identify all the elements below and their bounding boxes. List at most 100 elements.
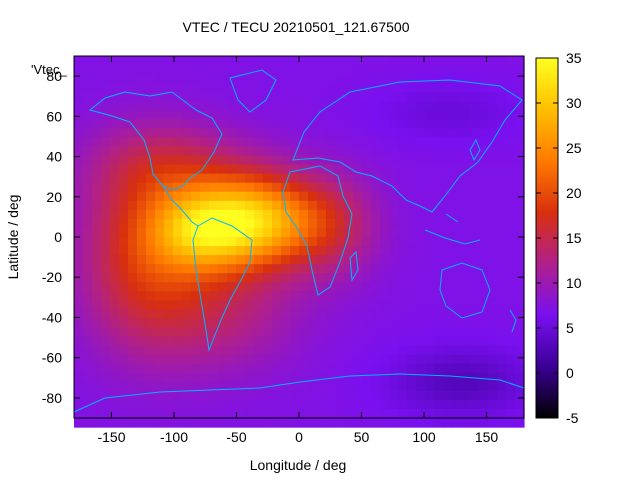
heatmap-cell xyxy=(272,92,282,102)
heatmap-cell xyxy=(299,318,309,329)
heatmap-cell xyxy=(389,137,399,148)
heatmap-cell xyxy=(416,408,426,419)
heatmap-cell xyxy=(479,155,489,166)
heatmap-cell xyxy=(110,237,120,247)
heatmap-cell xyxy=(128,164,138,175)
heatmap-cell xyxy=(398,155,408,166)
heatmap-cell xyxy=(470,273,480,283)
heatmap-cell xyxy=(164,363,174,374)
heatmap-cell xyxy=(425,246,435,256)
heatmap-cell xyxy=(290,363,300,374)
heatmap-cell xyxy=(272,273,282,283)
heatmap-cell xyxy=(137,65,147,75)
heatmap-cell xyxy=(443,309,453,320)
heatmap-cell xyxy=(92,101,102,111)
heatmap-cell xyxy=(254,291,264,301)
heatmap-cell xyxy=(281,246,291,256)
heatmap-cell xyxy=(281,56,291,66)
heatmap-cell xyxy=(515,282,525,292)
heatmap-cell xyxy=(299,101,309,111)
heatmap-cell xyxy=(371,372,381,383)
heatmap-cell xyxy=(470,246,480,256)
heatmap-cell xyxy=(326,418,336,428)
heatmap-cell xyxy=(461,182,471,193)
heatmap-cell xyxy=(335,173,345,184)
heatmap-cell xyxy=(137,399,147,410)
heatmap-cell xyxy=(425,146,435,157)
heatmap-cell xyxy=(470,282,480,292)
heatmap-cell xyxy=(146,92,156,102)
heatmap-cell xyxy=(254,363,264,374)
heatmap-cell xyxy=(353,363,363,374)
heatmap-cell xyxy=(353,345,363,356)
heatmap-cell xyxy=(335,74,345,84)
heatmap-cell xyxy=(389,327,399,338)
heatmap-cell xyxy=(353,65,363,75)
heatmap-cell xyxy=(497,128,507,139)
heatmap-cell xyxy=(344,408,354,419)
heatmap-cell xyxy=(425,101,435,111)
heatmap-cell xyxy=(407,363,417,374)
heatmap-cell xyxy=(92,146,102,157)
heatmap-cell xyxy=(335,227,345,238)
heatmap-cell xyxy=(443,182,453,193)
heatmap-cell xyxy=(326,363,336,374)
heatmap-cell xyxy=(227,264,237,274)
heatmap-cell xyxy=(281,318,291,329)
heatmap-cell xyxy=(308,345,318,356)
heatmap-cell xyxy=(182,282,192,292)
heatmap-cell xyxy=(452,273,462,283)
heatmap-cell xyxy=(425,227,435,238)
colorbar-tick-label: 10 xyxy=(566,275,582,291)
heatmap-cell xyxy=(74,200,84,211)
heatmap-cell xyxy=(83,264,93,274)
heatmap-cell xyxy=(128,399,138,410)
heatmap-cell xyxy=(344,345,354,356)
heatmap-cell xyxy=(380,282,390,292)
heatmap-cell xyxy=(443,164,453,175)
heatmap-cell xyxy=(191,110,201,120)
heatmap-cell xyxy=(200,381,210,392)
heatmap-cell xyxy=(119,119,129,129)
heatmap-cell xyxy=(407,318,417,329)
heatmap-cell xyxy=(470,128,480,139)
heatmap-cell xyxy=(164,155,174,166)
heatmap-cell xyxy=(407,345,417,356)
heatmap-cell xyxy=(317,83,327,93)
heatmap-cell xyxy=(263,56,273,66)
heatmap-cell xyxy=(452,418,462,428)
x-tick-label: 150 xyxy=(475,429,499,445)
heatmap-cell xyxy=(317,110,327,120)
heatmap-cell xyxy=(452,255,462,265)
heatmap-cell xyxy=(380,182,390,193)
heatmap-cell xyxy=(425,418,435,428)
heatmap-cell xyxy=(416,246,426,256)
heatmap-cell xyxy=(218,273,228,283)
heatmap-cell xyxy=(254,182,264,193)
heatmap-cell xyxy=(209,418,219,428)
heatmap-cell xyxy=(461,327,471,338)
heatmap-cell xyxy=(191,218,201,229)
heatmap-cell xyxy=(308,110,318,120)
heatmap-cell xyxy=(137,381,147,392)
heatmap-cell xyxy=(479,83,489,93)
heatmap-cell xyxy=(380,146,390,157)
heatmap-cell xyxy=(101,137,111,148)
heatmap-cell xyxy=(461,200,471,211)
heatmap-cell xyxy=(290,336,300,347)
heatmap-cell xyxy=(317,173,327,184)
heatmap-cell xyxy=(209,200,219,211)
heatmap-cell xyxy=(326,227,336,238)
heatmap-cell xyxy=(362,318,372,329)
heatmap-cell xyxy=(119,155,129,166)
heatmap-cell xyxy=(308,164,318,175)
heatmap-cell xyxy=(488,65,498,75)
heatmap-cell xyxy=(479,354,489,365)
heatmap-cell xyxy=(299,291,309,301)
heatmap-cell xyxy=(164,146,174,157)
coastline-eurasia xyxy=(292,79,523,213)
heatmap-cell xyxy=(92,300,102,310)
heatmap-cell xyxy=(209,246,219,256)
heatmap-cell xyxy=(101,200,111,211)
heatmap-cell xyxy=(146,182,156,193)
